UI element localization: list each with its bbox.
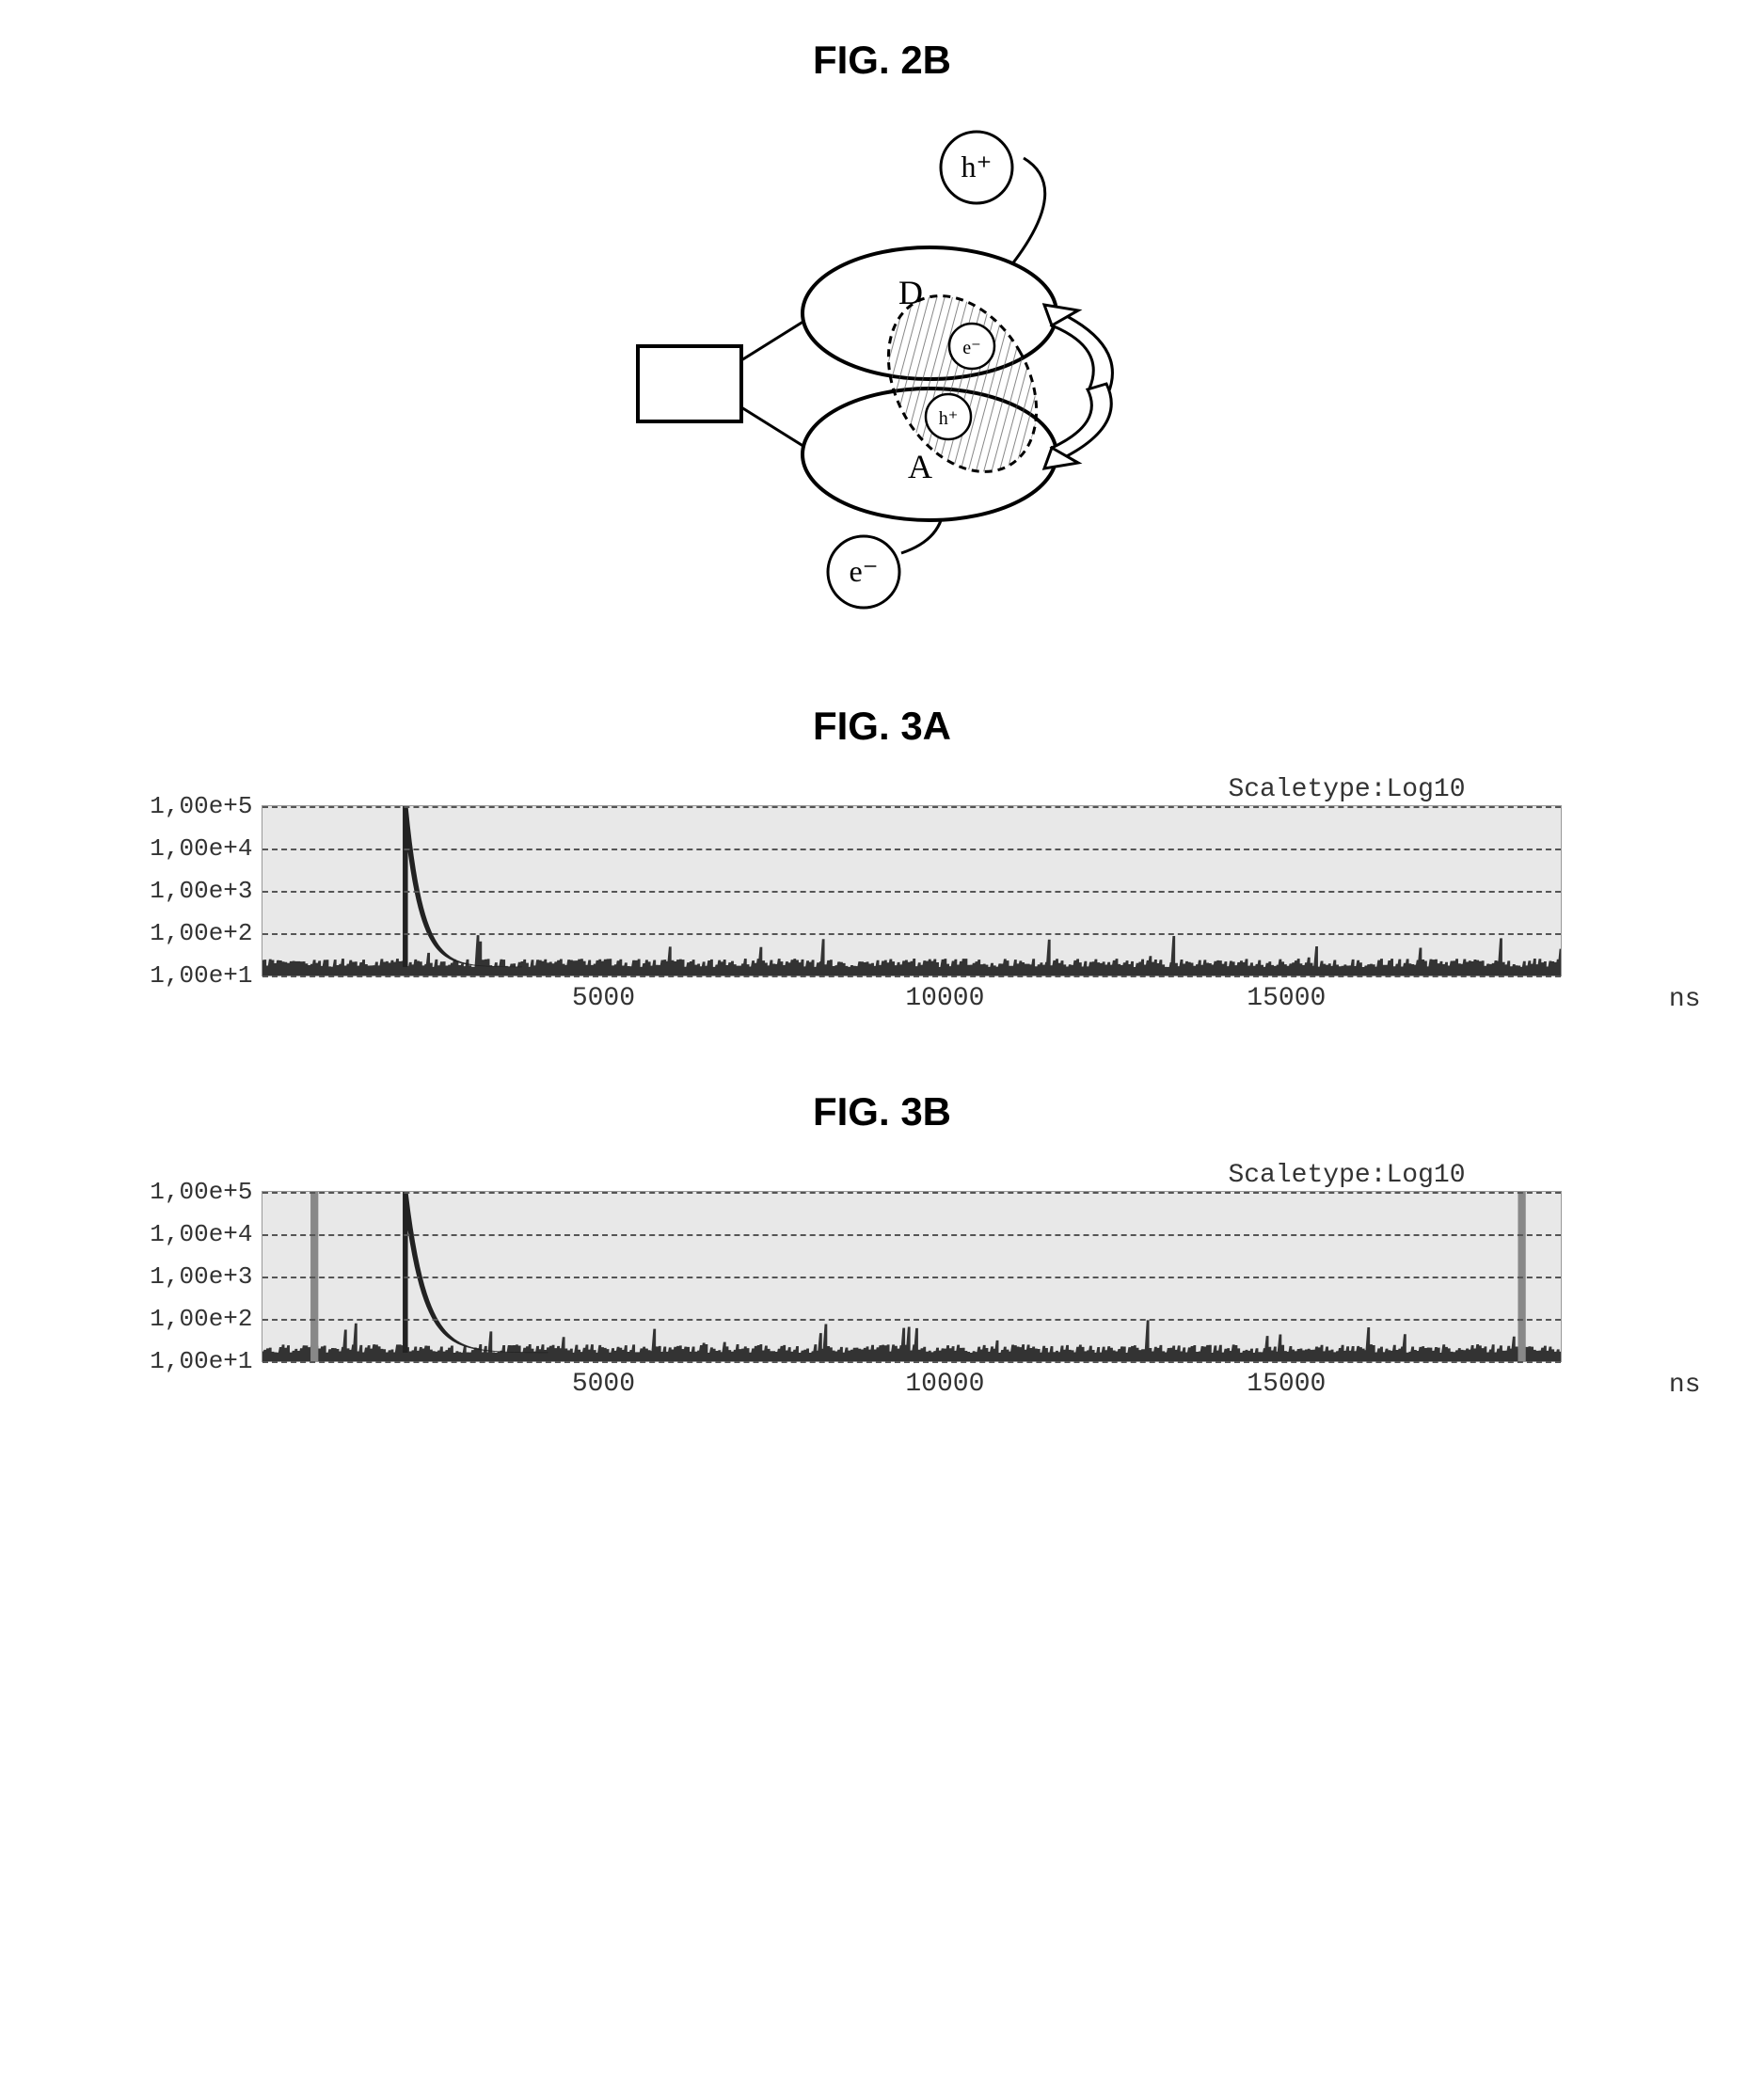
x-tick-label: 5000 [572,1370,635,1399]
y-tick-label: 1,00e+5 [131,792,253,820]
y-tick-label: 1,00e+3 [131,1262,253,1291]
fig3b-plot-area: 1,00e+51,00e+41,00e+31,00e+21,00e+150001… [262,1191,1562,1362]
gridline [262,1234,1561,1236]
x-tick-label: 10000 [905,984,984,1013]
inner-electron-label: e⁻ [962,338,980,358]
y-tick-label: 1,00e+1 [131,1347,253,1375]
x-tick-label: 10000 [905,1370,984,1399]
figure-3a: FIG. 3A Scaletype:Log10 1,00e+51,00e+41,… [38,704,1726,976]
y-tick-label: 1,00e+4 [131,1220,253,1248]
figure-3a-chart: Scaletype:Log10 1,00e+51,00e+41,00e+31,0… [130,768,1635,976]
inner-hole-label: h⁺ [938,408,958,429]
gridline [262,849,1561,850]
gridline [262,976,1561,977]
gridline [262,891,1561,893]
x-tick-label: 15000 [1247,984,1326,1013]
y-tick-label: 1,00e+3 [131,877,253,905]
fig3b-x-unit: ns [1669,1371,1701,1400]
figure-2b-diagram: h⁺ e⁻ e⁻ h⁺ D [38,102,1726,628]
x-tick-label: 5000 [572,984,635,1013]
gridline [262,933,1561,935]
noise-trace [262,935,1561,976]
donor-label: D [898,274,923,311]
fig2b-svg: h⁺ e⁻ e⁻ h⁺ D [581,102,1184,628]
decay-trace [405,806,521,967]
fig3a-plot-area: 1,00e+51,00e+41,00e+31,00e+21,00e+150001… [262,805,1562,976]
figure-3b-chart: Scaletype:Log10 1,00e+51,00e+41,00e+31,0… [130,1153,1635,1362]
y-tick-label: 1,00e+4 [131,834,253,863]
fig3a-scale-label: Scaletype:Log10 [1228,775,1465,804]
gridline [262,1277,1561,1278]
acceptor-label: A [908,448,932,485]
gridline [262,806,1561,808]
gridline [262,1319,1561,1321]
figure-3b-title: FIG. 3B [38,1089,1726,1134]
linker-rect [638,346,741,421]
gridline [262,1192,1561,1194]
decay-trace [405,1192,548,1353]
figure-3b: FIG. 3B Scaletype:Log10 1,00e+51,00e+41,… [38,1089,1726,1362]
gridline [262,1361,1561,1363]
figure-3a-title: FIG. 3A [38,704,1726,749]
fig3a-x-unit: ns [1669,985,1701,1014]
y-tick-label: 1,00e+2 [131,1305,253,1333]
circ-arrow-top [1052,313,1112,393]
figure-2b-title: FIG. 2B [38,38,1726,83]
eminus-label: e⁻ [849,554,878,588]
figure-2b: FIG. 2B h⁺ e⁻ [38,38,1726,628]
y-tick-label: 1,00e+5 [131,1178,253,1206]
y-tick-label: 1,00e+2 [131,919,253,947]
x-tick-label: 15000 [1247,1370,1326,1399]
circ-arrow-bottom [1052,384,1111,459]
y-tick-label: 1,00e+1 [131,961,253,990]
fig3b-scale-label: Scaletype:Log10 [1228,1161,1465,1190]
hplus-label: h⁺ [961,150,992,183]
